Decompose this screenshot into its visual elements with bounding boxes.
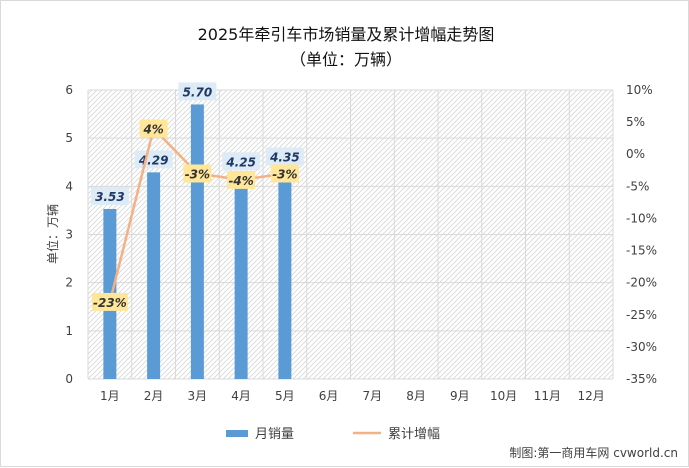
y-axis-label: 单位：万辆 <box>45 204 60 264</box>
line-value-label: 4% <box>142 123 163 137</box>
bar-label-box <box>178 82 217 101</box>
line-value-label: -3% <box>272 167 297 181</box>
y-tick-label: 1 <box>65 324 73 338</box>
bar-value-label: 4.35 <box>269 150 300 164</box>
y-right-tick-label: -5% <box>626 179 649 193</box>
x-tick-label: 8月 <box>406 389 426 403</box>
line-label-box <box>270 164 299 183</box>
bar <box>278 169 292 379</box>
line-value-label: -4% <box>228 174 253 188</box>
x-tick-label: 4月 <box>231 389 251 403</box>
x-tick-label: 3月 <box>188 389 208 403</box>
bar <box>234 174 248 379</box>
x-tick-label: 9月 <box>450 389 470 403</box>
line-value-label: -23% <box>93 296 127 310</box>
line-value-label: -3% <box>185 167 210 181</box>
y-right-tick-label: -30% <box>626 340 657 354</box>
line-series: -23% 4% -3% -4% -3% <box>91 119 299 311</box>
x-tick-label: 2月 <box>144 389 164 403</box>
axes: 0 1 2 3 4 5 6 10% 5% 0% -5% -10% -15% -20% -25% -30% -35… <box>65 83 657 403</box>
y-tick-label: 0 <box>65 372 73 386</box>
y-tick-label: 4 <box>65 179 73 193</box>
bar-label-box <box>90 186 129 205</box>
bar <box>190 104 204 379</box>
line-label-box <box>139 119 168 138</box>
line-label-box <box>91 292 128 311</box>
y-right-tick-label: -20% <box>626 276 657 290</box>
x-tick-label: 10月 <box>490 389 517 403</box>
chart-subtitle: （单位：万辆） <box>290 50 402 69</box>
y-tick-label: 2 <box>65 276 73 290</box>
line-label-box <box>183 164 212 183</box>
bar <box>147 172 161 379</box>
credit-text: 制图:第一商用车网 cvworld.cn <box>509 445 678 460</box>
bar-value-label: 5.70 <box>183 85 213 99</box>
bar-value-label: 3.53 <box>95 190 125 204</box>
legend-bar-label: 月销量 <box>255 427 294 442</box>
y-right-tick-label: -10% <box>626 211 657 225</box>
legend-bar-swatch <box>226 430 248 437</box>
bar-label-box <box>222 152 261 171</box>
y-tick-label: 5 <box>65 131 73 145</box>
y-right-tick-label: -35% <box>626 372 657 386</box>
x-tick-label: 5月 <box>275 389 295 403</box>
x-tick-label: 12月 <box>577 389 604 403</box>
x-tick-label: 11月 <box>534 389 561 403</box>
y-right-tick-label: 5% <box>626 115 645 129</box>
y-right-tick-label: -25% <box>626 308 657 322</box>
bar-value-label: 4.29 <box>138 153 169 167</box>
bar-label-box <box>265 147 304 166</box>
legend: 月销量 累计增幅 <box>226 427 440 442</box>
y-right-tick-label: -15% <box>626 244 657 258</box>
grid-lines <box>87 89 614 380</box>
chart-title: 2025年牵引车市场销量及累计增幅走势图 <box>198 25 495 44</box>
y-tick-label: 3 <box>65 228 73 242</box>
x-tick-label: 7月 <box>363 389 383 403</box>
bar-value-label: 4.25 <box>225 155 256 169</box>
y-tick-label: 6 <box>65 83 73 97</box>
x-tick-label: 1月 <box>100 389 120 403</box>
x-tick-label: 6月 <box>319 389 339 403</box>
y-right-tick-label: 0% <box>626 147 645 161</box>
y-right-tick-label: 10% <box>626 83 653 97</box>
line-label-box <box>227 170 256 189</box>
bar-series: 3.53 4.29 5.70 4.25 4.35 <box>90 82 304 379</box>
legend-line-label: 累计增幅 <box>388 427 440 442</box>
